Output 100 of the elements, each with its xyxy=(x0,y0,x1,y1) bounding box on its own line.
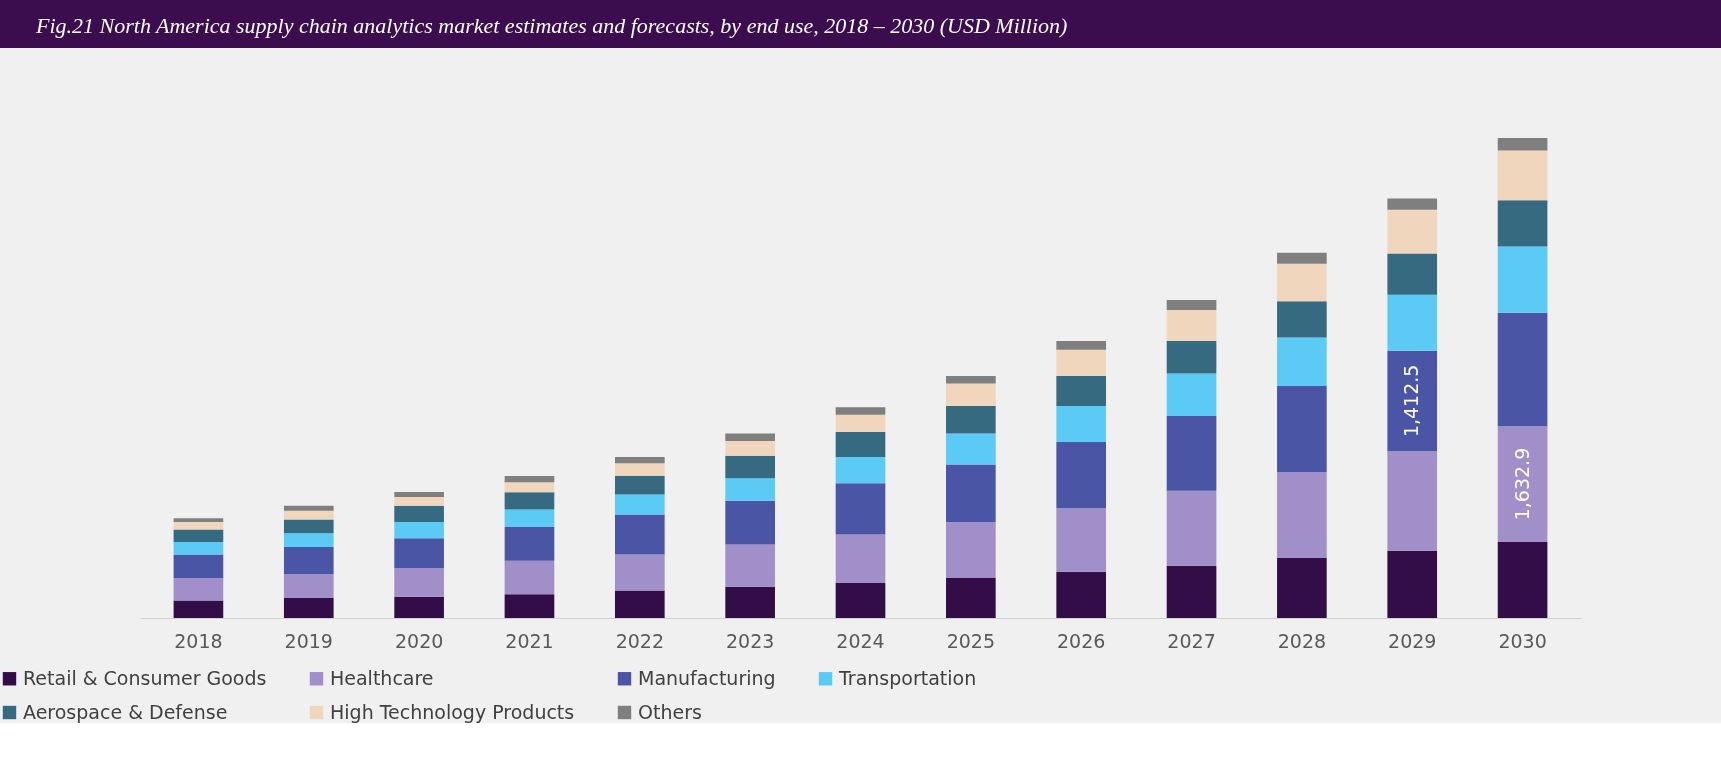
x-tick-label: 2021 xyxy=(505,629,554,652)
bar xyxy=(835,432,886,458)
bar xyxy=(946,464,996,522)
x-tick-label: 2018 xyxy=(174,629,223,652)
bar xyxy=(1166,341,1217,374)
bar xyxy=(1166,309,1217,342)
bar xyxy=(835,583,886,618)
bar xyxy=(173,600,224,618)
bar xyxy=(504,594,555,618)
bar xyxy=(283,519,334,534)
x-tick-label: 2029 xyxy=(1388,629,1437,652)
bar xyxy=(1056,508,1107,572)
bar xyxy=(725,478,775,501)
bar xyxy=(394,568,444,597)
bar xyxy=(1056,571,1107,618)
x-tick-label: 2027 xyxy=(1167,629,1216,652)
bar xyxy=(725,440,775,456)
legend-label: Others xyxy=(638,700,702,723)
x-tick-label: 2026 xyxy=(1057,629,1106,652)
bar xyxy=(283,510,334,520)
bar xyxy=(1497,150,1548,201)
bar xyxy=(835,407,886,415)
bar xyxy=(504,492,555,510)
bar xyxy=(173,529,224,542)
bar xyxy=(725,433,775,441)
bar xyxy=(1387,450,1438,551)
data-label: 1,632.9 xyxy=(1510,447,1533,521)
bar xyxy=(504,475,555,483)
bar xyxy=(173,518,224,522)
bar xyxy=(946,521,996,579)
bar xyxy=(835,414,886,433)
x-tick-label: 2019 xyxy=(284,629,333,652)
x-tick-label: 2023 xyxy=(725,629,775,652)
bar xyxy=(173,578,224,601)
bar xyxy=(394,492,444,498)
bar xyxy=(614,475,665,495)
legend-label: Manufacturing xyxy=(638,666,776,689)
bar xyxy=(725,455,775,479)
bar xyxy=(614,554,665,591)
bar xyxy=(835,483,886,535)
bar xyxy=(614,514,665,555)
bar xyxy=(1056,405,1107,443)
bar xyxy=(614,463,665,476)
bar xyxy=(1497,541,1548,618)
bar xyxy=(725,544,775,587)
bar xyxy=(1056,341,1107,350)
bar xyxy=(1277,252,1327,264)
bar xyxy=(283,574,334,599)
legend-label: Transportation xyxy=(838,666,977,689)
bar xyxy=(835,534,886,584)
chart-title: Fig.21 North America supply chain analytics market estimates and forecasts, by end use, 2018 – 2030 (USD Million) xyxy=(35,13,1068,38)
x-tick-label: 2024 xyxy=(836,629,885,652)
bar xyxy=(1166,490,1217,566)
bar xyxy=(1166,415,1217,491)
bar xyxy=(394,538,444,569)
x-tick-label: 2020 xyxy=(394,629,444,652)
bar xyxy=(946,433,996,465)
bar xyxy=(1497,200,1548,247)
bar xyxy=(1387,350,1438,451)
bar xyxy=(1387,294,1438,351)
bar xyxy=(946,405,996,434)
bar xyxy=(946,375,996,384)
bar xyxy=(283,505,334,511)
bar xyxy=(1277,337,1327,387)
x-tick-label: 2022 xyxy=(615,629,664,652)
bar xyxy=(725,500,775,545)
bar xyxy=(504,482,555,493)
bar xyxy=(946,578,996,618)
bar xyxy=(283,598,334,618)
bar xyxy=(614,590,665,618)
bar xyxy=(173,541,224,555)
legend-label: Retail & Consumer Goods xyxy=(23,666,267,689)
bar xyxy=(394,505,444,522)
bar xyxy=(1166,565,1217,618)
bar xyxy=(283,533,334,547)
bar xyxy=(504,560,555,595)
bar xyxy=(173,554,224,579)
bar xyxy=(835,457,886,484)
x-tick-label: 2028 xyxy=(1277,629,1327,652)
bar xyxy=(1277,558,1327,618)
bar xyxy=(283,546,334,575)
bar xyxy=(1056,376,1107,406)
bar xyxy=(1277,301,1327,338)
bar xyxy=(394,521,444,539)
bar xyxy=(725,586,775,618)
x-tick-label: 2030 xyxy=(1498,629,1547,652)
bar xyxy=(946,383,996,406)
legend-label: Aerospace & Defense xyxy=(23,700,228,723)
bar xyxy=(1056,349,1107,377)
bar xyxy=(1497,426,1548,542)
data-label: 1,412.5 xyxy=(1400,364,1423,438)
bar xyxy=(614,457,665,464)
bar xyxy=(504,527,555,561)
bar xyxy=(173,521,224,530)
bar xyxy=(1497,138,1548,151)
bar xyxy=(614,494,665,515)
bar xyxy=(1497,246,1548,313)
bar xyxy=(1277,386,1327,473)
x-tick-label: 2025 xyxy=(946,629,996,652)
bar xyxy=(394,497,444,506)
